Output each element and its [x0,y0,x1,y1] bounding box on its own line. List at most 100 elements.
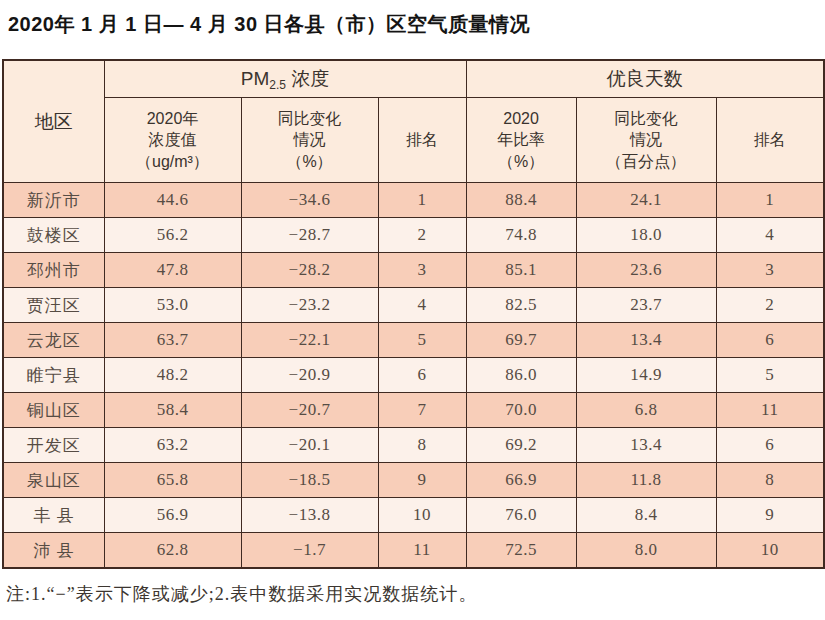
good-rank-cell: 8 [716,463,824,498]
table-row: 泉山区 65.8 −18.5 9 66.9 11.8 8 [3,463,824,498]
good-change-cell: 11.8 [576,463,716,498]
good-rank-cell: 1 [716,183,824,218]
pm-rank-cell: 9 [378,463,466,498]
region-cell: 丰 县 [3,498,104,533]
pm-value-cell: 63.7 [104,323,241,358]
good-ratio-cell: 88.4 [466,183,576,218]
footnote: 注:1.“−”表示下降或减少;2.表中数据采用实况数据统计。 [0,569,825,606]
region-cell: 开发区 [3,428,104,463]
pm-change-cell: −20.9 [241,358,378,393]
good-rank-column-header: 排名 [716,98,824,183]
pm-change-cell: −18.5 [241,463,378,498]
pm-rank-cell: 2 [378,218,466,253]
good-change-cell: 8.0 [576,533,716,569]
region-cell: 鼓楼区 [3,218,104,253]
pm-value-cell: 56.9 [104,498,241,533]
pm-rank-cell: 4 [378,288,466,323]
region-cell: 邳州市 [3,253,104,288]
pm-value-cell: 48.2 [104,358,241,393]
good-ratio-cell: 69.7 [466,323,576,358]
table-row: 鼓楼区 56.2 −28.7 2 74.8 18.0 4 [3,218,824,253]
pm-value-cell: 44.6 [104,183,241,218]
pm25-label-subscript: 2.5 [269,78,286,92]
region-cell: 睢宁县 [3,358,104,393]
air-quality-table: 地区 PM2.5 浓度 优良天数 2020年 浓度值 （ug/m³） 同比变化 … [2,59,825,569]
pm-value-column-header: 2020年 浓度值 （ug/m³） [104,98,241,183]
pm-change-cell: −13.8 [241,498,378,533]
pm-rank-cell: 7 [378,393,466,428]
pm-change-cell: −1.7 [241,533,378,569]
pm-rank-cell: 1 [378,183,466,218]
pm-rank-cell: 3 [378,253,466,288]
good-change-cell: 8.4 [576,498,716,533]
good-rank-cell: 9 [716,498,824,533]
pm-change-cell: −20.7 [241,393,378,428]
pm-change-column-header: 同比变化 情况 （%） [241,98,378,183]
good-ratio-cell: 70.0 [466,393,576,428]
pm25-label-suffix: 浓度 [286,68,329,89]
pm-change-cell: −28.2 [241,253,378,288]
region-cell: 新沂市 [3,183,104,218]
good-ratio-cell: 69.2 [466,428,576,463]
good-rank-cell: 5 [716,358,824,393]
good-change-cell: 13.4 [576,428,716,463]
pm-value-cell: 63.2 [104,428,241,463]
pm-rank-cell: 6 [378,358,466,393]
region-cell: 泉山区 [3,463,104,498]
pm25-group-header: PM2.5 浓度 [104,60,466,98]
good-ratio-cell: 66.9 [466,463,576,498]
pm-value-cell: 56.2 [104,218,241,253]
header-sub-row: 2020年 浓度值 （ug/m³） 同比变化 情况 （%） 排名 2020 年比… [3,98,824,183]
good-ratio-column-header: 2020 年比率 （%） [466,98,576,183]
pm25-label-prefix: PM [241,68,270,89]
region-cell: 沛 县 [3,533,104,569]
good-change-cell: 6.8 [576,393,716,428]
good-rank-cell: 3 [716,253,824,288]
good-ratio-cell: 74.8 [466,218,576,253]
pm-rank-cell: 10 [378,498,466,533]
good-change-cell: 14.9 [576,358,716,393]
pm-rank-column-header: 排名 [378,98,466,183]
good-rank-cell: 6 [716,323,824,358]
table-row: 丰 县 56.9 −13.8 10 76.0 8.4 9 [3,498,824,533]
good-rank-cell: 4 [716,218,824,253]
pm-value-cell: 65.8 [104,463,241,498]
good-ratio-cell: 82.5 [466,288,576,323]
good-ratio-cell: 72.5 [466,533,576,569]
region-column-header: 地区 [3,60,104,183]
good-rank-cell: 6 [716,428,824,463]
good-ratio-cell: 86.0 [466,358,576,393]
table-row: 邳州市 47.8 −28.2 3 85.1 23.6 3 [3,253,824,288]
table-row: 云龙区 63.7 −22.1 5 69.7 13.4 6 [3,323,824,358]
good-change-cell: 13.4 [576,323,716,358]
good-rank-cell: 10 [716,533,824,569]
good-change-cell: 18.0 [576,218,716,253]
pm-rank-cell: 8 [378,428,466,463]
header-group-row: 地区 PM2.5 浓度 优良天数 [3,60,824,98]
page-title: 2020年 1 月 1 日— 4 月 30 日各县（市）区空气质量情况 [0,0,825,38]
good-rank-cell: 2 [716,288,824,323]
table-row: 开发区 63.2 −20.1 8 69.2 13.4 6 [3,428,824,463]
pm-value-cell: 62.8 [104,533,241,569]
pm-change-cell: −22.1 [241,323,378,358]
good-change-cell: 23.6 [576,253,716,288]
pm-value-cell: 47.8 [104,253,241,288]
pm-change-cell: −20.1 [241,428,378,463]
good-change-cell: 23.7 [576,288,716,323]
region-cell: 贾汪区 [3,288,104,323]
pm-value-cell: 53.0 [104,288,241,323]
table-row: 贾汪区 53.0 −23.2 4 82.5 23.7 2 [3,288,824,323]
table-row: 铜山区 58.4 −20.7 7 70.0 6.8 11 [3,393,824,428]
pm-value-cell: 58.4 [104,393,241,428]
table-row: 睢宁县 48.2 −20.9 6 86.0 14.9 5 [3,358,824,393]
pm-change-cell: −28.7 [241,218,378,253]
table-row: 新沂市 44.6 −34.6 1 88.4 24.1 1 [3,183,824,218]
good-change-column-header: 同比变化 情况 （百分点） [576,98,716,183]
good-rank-cell: 11 [716,393,824,428]
good-change-cell: 24.1 [576,183,716,218]
pm-rank-cell: 5 [378,323,466,358]
table-row: 沛 县 62.8 −1.7 11 72.5 8.0 10 [3,533,824,569]
good-ratio-cell: 76.0 [466,498,576,533]
pm-change-cell: −34.6 [241,183,378,218]
good-ratio-cell: 85.1 [466,253,576,288]
